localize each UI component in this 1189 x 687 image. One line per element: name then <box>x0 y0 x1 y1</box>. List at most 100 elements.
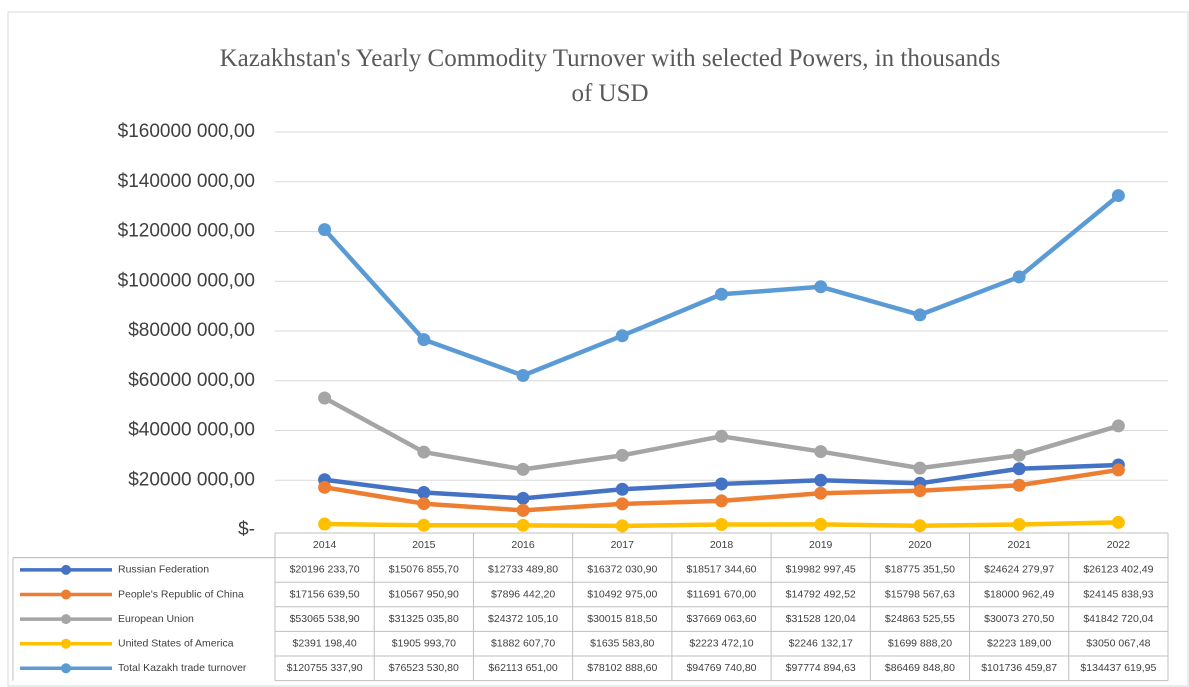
data-point <box>417 485 431 499</box>
data-point <box>516 503 530 517</box>
table-cell: $31528 120,04 <box>786 613 856 625</box>
legend-label: Total Kazakh trade turnover <box>118 662 247 674</box>
y-tick-label: $100000 000,00 <box>118 270 255 291</box>
table-cell: $7896 442,20 <box>491 588 555 600</box>
data-point <box>516 462 530 476</box>
data-point <box>715 494 728 508</box>
legend-label: People's Republic of China <box>118 588 244 600</box>
table-cell: $2391 198,40 <box>292 637 356 649</box>
table-cell: $14792 492,52 <box>786 588 856 600</box>
data-point <box>516 518 530 532</box>
y-tick-label: $40000 000,00 <box>128 420 255 441</box>
table-cell: $1882 607,70 <box>491 637 555 649</box>
table-cell: $76523 530,80 <box>389 662 459 674</box>
x-tick-label: 2017 <box>611 539 635 551</box>
data-point <box>715 517 728 531</box>
table-cell: $2246 132,17 <box>789 637 853 649</box>
legend-label: European Union <box>118 613 194 625</box>
data-point <box>814 473 828 487</box>
data-point <box>615 497 629 511</box>
table-cell: $24372 105,10 <box>488 613 558 625</box>
data-point <box>417 333 431 347</box>
table-cell: $1699 888,20 <box>888 637 952 649</box>
x-tick-label: 2014 <box>313 539 337 551</box>
table-cell: $12733 489,80 <box>488 564 558 576</box>
table-cell: $20196 233,70 <box>290 564 360 576</box>
data-point <box>715 287 728 301</box>
chart-title: Kazakhstan's Yearly Commodity Turnover w… <box>220 45 1001 107</box>
table-cell: $120755 337,90 <box>287 662 363 674</box>
y-tick-label: $- <box>238 519 255 540</box>
x-tick-label: 2018 <box>710 539 734 551</box>
table-cell: $24863 525,55 <box>885 613 955 625</box>
x-tick-label: 2016 <box>511 539 535 551</box>
legend-marker <box>61 564 71 575</box>
legend-marker <box>61 638 71 649</box>
table-cell: $15798 567,63 <box>885 588 955 600</box>
x-tick-label: 2015 <box>412 539 436 551</box>
data-point <box>318 480 332 494</box>
table-cell: $24145 838,93 <box>1083 588 1153 600</box>
data-point <box>913 461 927 475</box>
data-point <box>516 491 530 505</box>
data-point <box>814 517 828 531</box>
data-point <box>417 518 431 532</box>
x-tick-label: 2020 <box>908 539 932 551</box>
data-point <box>715 477 728 491</box>
table-cell: $37669 063,60 <box>686 613 756 625</box>
table-cell: $41842 720,04 <box>1083 613 1153 625</box>
table-cell: $30015 818,50 <box>587 613 657 625</box>
data-point <box>814 445 828 459</box>
legend-label: Russian Federation <box>118 564 209 576</box>
data-point <box>1012 448 1026 462</box>
table-cell: $19982 997,45 <box>786 564 856 576</box>
data-point <box>1111 515 1125 529</box>
data-point <box>1111 419 1125 433</box>
legend-marker <box>61 614 71 625</box>
table-cell: $1635 583,80 <box>590 637 654 649</box>
table-cell: $62113 651,00 <box>488 662 557 674</box>
data-point <box>1111 463 1125 477</box>
table-cell: $15076 855,70 <box>389 564 459 576</box>
data-point <box>318 223 332 237</box>
table-cell: $2223 472,10 <box>689 637 753 649</box>
chart-frame <box>7 11 1189 687</box>
table-cell: $53065 538,90 <box>290 613 360 625</box>
table-cell: $3050 067,48 <box>1086 637 1150 649</box>
data-point <box>1012 478 1026 492</box>
legend-marker <box>61 589 71 600</box>
table-cell: $30073 270,50 <box>984 613 1054 625</box>
x-tick-label: 2021 <box>1007 539 1031 551</box>
data-point <box>615 519 629 533</box>
y-tick-label: $120000 000,00 <box>118 221 255 242</box>
data-point <box>913 308 927 322</box>
data-point <box>913 484 927 498</box>
data-point <box>615 482 629 496</box>
data-point <box>1012 270 1026 284</box>
table-cell: $11691 670,00 <box>687 588 756 600</box>
y-tick-label: $160000 000,00 <box>118 121 255 142</box>
table-cell: $18000 962,49 <box>984 588 1054 600</box>
table-cell: $16372 030,90 <box>587 564 657 576</box>
data-point <box>1012 517 1026 531</box>
table-cell: $24624 279,97 <box>984 564 1054 576</box>
table-cell: $10567 950,90 <box>389 588 459 600</box>
x-tick-label: 2019 <box>809 539 833 551</box>
data-point <box>318 391 332 405</box>
table-cell: $18775 351,50 <box>885 564 955 576</box>
y-tick-label: $60000 000,00 <box>128 370 255 391</box>
table-cell: $97774 894,63 <box>786 662 856 674</box>
data-point <box>814 486 828 500</box>
data-point <box>1111 189 1125 203</box>
table-cell: $101736 459,87 <box>981 662 1057 674</box>
data-point <box>516 368 530 382</box>
table-cell: $31325 035,80 <box>389 613 459 625</box>
data-point <box>913 519 927 533</box>
y-tick-label: $140000 000,00 <box>118 171 255 192</box>
table-cell: $18517 344,60 <box>686 564 756 576</box>
table-cell: $94769 740,80 <box>686 662 756 674</box>
table-cell: $134437 619,95 <box>1080 662 1156 674</box>
data-point <box>318 517 332 531</box>
data-point <box>417 445 431 459</box>
